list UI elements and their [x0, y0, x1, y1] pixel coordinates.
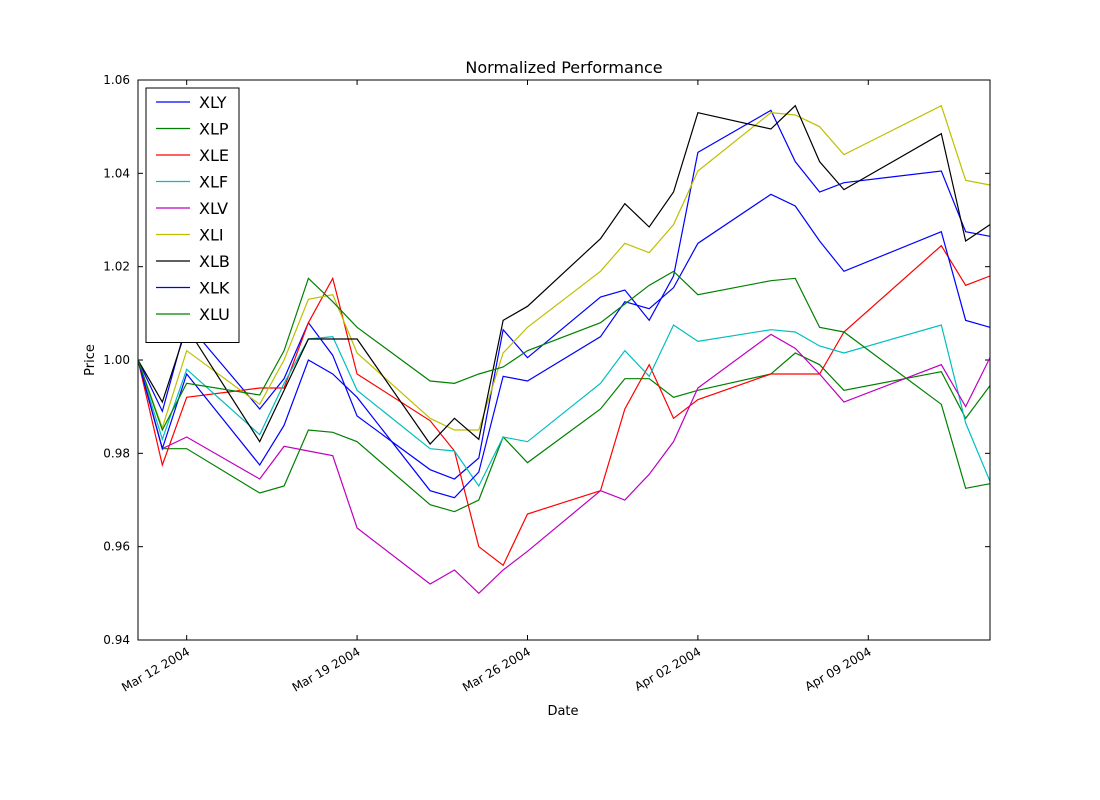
series-line [137, 104, 991, 445]
y-tick-label: 1.04 [103, 166, 130, 180]
plot-frame [137, 79, 991, 641]
legend-label: XLF [199, 173, 228, 192]
legend-label: XLY [199, 93, 227, 112]
series-line [137, 109, 991, 480]
series-line [137, 324, 991, 488]
legend-label: XLP [199, 120, 229, 139]
y-tick-label: 0.94 [103, 633, 130, 647]
y-tick-label: 0.96 [103, 540, 130, 554]
y-tick-label: 1.06 [103, 73, 130, 87]
legend-label: XLB [199, 252, 230, 271]
legend-label: XLK [199, 279, 230, 298]
legend-label: XLV [199, 199, 228, 218]
series-line [137, 270, 991, 490]
series-line [137, 352, 991, 513]
y-tick-label: 0.98 [103, 446, 130, 460]
y-tick-label: 1.02 [103, 260, 130, 274]
y-axis-label: Price [83, 344, 98, 376]
legend-box [145, 87, 240, 343]
legend-label: XLU [199, 305, 230, 324]
x-axis-label: Date [547, 704, 578, 719]
legend-label: XLI [199, 226, 224, 245]
chart-title: Normalized Performance [465, 58, 662, 77]
y-tick-label: 1.00 [103, 353, 130, 367]
series-line [137, 104, 991, 431]
legend-label: XLE [199, 146, 229, 165]
series-line [137, 193, 991, 499]
series-line [137, 333, 991, 595]
